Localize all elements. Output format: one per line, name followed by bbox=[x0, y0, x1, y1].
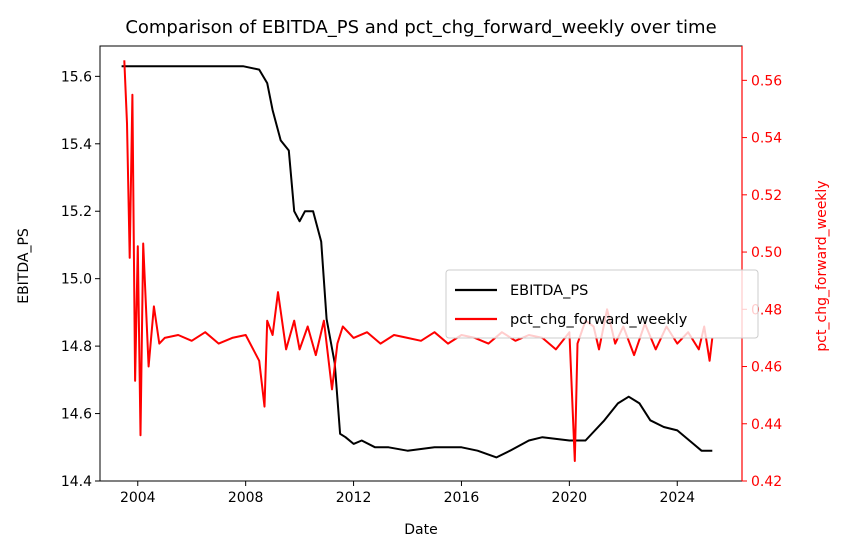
series-line-pct-chg-forward-weekly bbox=[123, 60, 714, 462]
x-tick-label: 2016 bbox=[444, 490, 480, 506]
legend: EBITDA_PS pct_chg_forward_weekly bbox=[445, 269, 759, 339]
y-axis-label-right: pct_chg_forward_weekly bbox=[814, 180, 830, 351]
y-tick-label-left: 14.4 bbox=[61, 474, 92, 490]
y-tick-label-right: 0.44 bbox=[751, 417, 782, 433]
x-tick-label: 2008 bbox=[228, 490, 264, 506]
y-tick-label-right: 0.56 bbox=[751, 73, 782, 89]
legend-label-pct: pct_chg_forward_weekly bbox=[510, 312, 688, 328]
x-tick-label: 2020 bbox=[552, 490, 588, 506]
legend-frame bbox=[445, 269, 759, 339]
x-axis-label: Date bbox=[404, 522, 437, 538]
chart-title: Comparison of EBITDA_PS and pct_chg_forw… bbox=[125, 17, 716, 38]
plot-area bbox=[121, 60, 714, 462]
y-tick-label-left: 15.2 bbox=[61, 204, 92, 220]
y-tick-label-right: 0.42 bbox=[751, 474, 782, 490]
series-line-ebitda-ps bbox=[121, 65, 713, 459]
x-tick-label: 2012 bbox=[336, 490, 372, 506]
plot-frame bbox=[99, 45, 743, 482]
y-tick-label-left: 15.6 bbox=[61, 69, 92, 85]
legend-label-ebitda: EBITDA_PS bbox=[510, 283, 588, 299]
axes: 2004 2008 2012 2016 2020 2024 14.4 14.6 14.8 15.0… bbox=[61, 45, 782, 506]
y-tick-label-right: 0.48 bbox=[751, 302, 782, 318]
y-tick-label-right: 0.46 bbox=[751, 360, 782, 376]
y-tick-label-left: 15.4 bbox=[61, 137, 92, 153]
y-tick-label-left: 15.0 bbox=[61, 272, 92, 288]
y-tick-label-right: 0.54 bbox=[751, 131, 782, 147]
x-tick-label: 2004 bbox=[120, 490, 156, 506]
y-tick-label-left: 14.6 bbox=[61, 407, 92, 423]
y-tick-label-right: 0.52 bbox=[751, 188, 782, 204]
x-tick-label: 2024 bbox=[659, 490, 695, 506]
y-tick-label-left: 14.8 bbox=[61, 339, 92, 355]
y-axis-label-left: EBITDA_PS bbox=[16, 228, 32, 304]
y-tick-label-right: 0.50 bbox=[751, 245, 782, 261]
